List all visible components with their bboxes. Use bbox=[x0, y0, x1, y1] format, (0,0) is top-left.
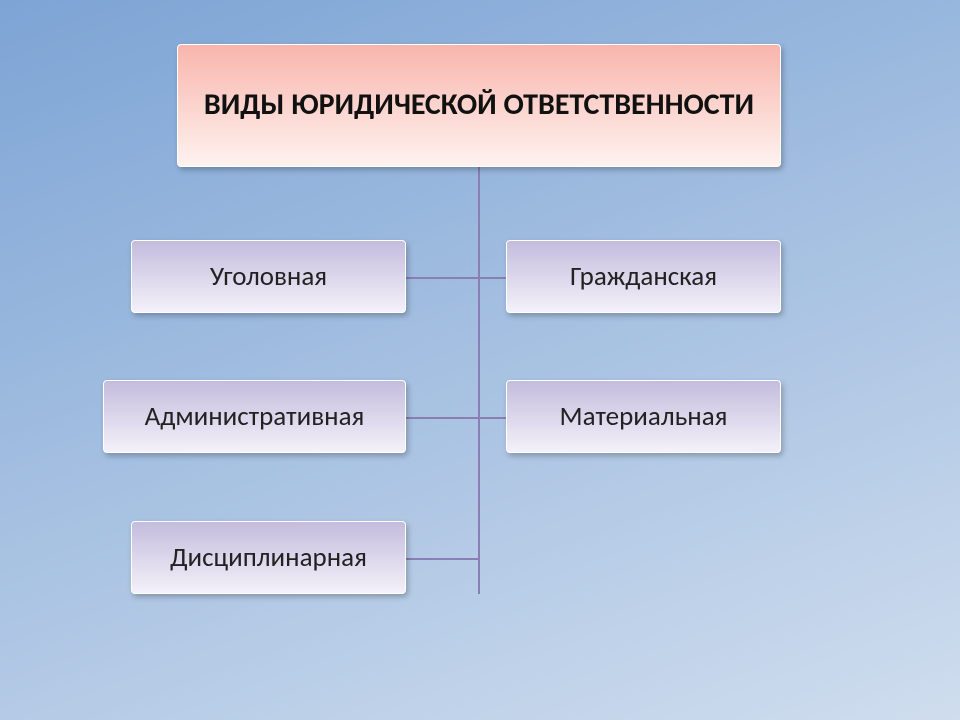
child-node-civil: Гражданская bbox=[506, 240, 781, 313]
connector-civil bbox=[478, 277, 506, 279]
child-node-disciplinary: Дисциплинарная bbox=[131, 521, 406, 594]
connector-disciplinary bbox=[406, 558, 480, 560]
root-node: ВИДЫ ЮРИДИЧЕСКОЙ ОТВЕТСТВЕННОСТИ bbox=[177, 44, 781, 167]
connector-administrative bbox=[406, 417, 480, 419]
connector-criminal bbox=[406, 277, 480, 279]
connector-trunk bbox=[478, 167, 480, 594]
child-node-criminal: Уголовная bbox=[131, 240, 406, 313]
child-node-administrative: Административная bbox=[103, 380, 406, 453]
diagram-canvas: ВИДЫ ЮРИДИЧЕСКОЙ ОТВЕТСТВЕННОСТИ Уголовна… bbox=[0, 0, 960, 720]
child-node-material: Материальная bbox=[506, 380, 781, 453]
connector-material bbox=[478, 417, 506, 419]
